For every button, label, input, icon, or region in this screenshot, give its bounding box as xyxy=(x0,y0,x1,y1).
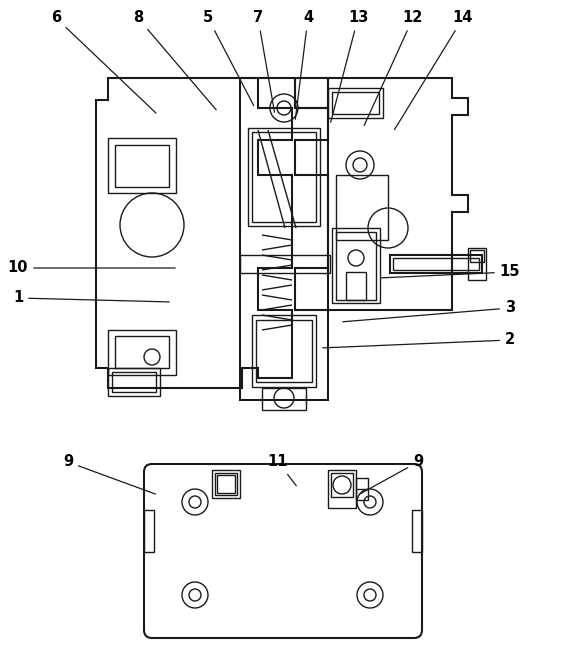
Bar xyxy=(108,330,176,375)
Text: 8: 8 xyxy=(133,11,216,110)
Bar xyxy=(328,470,356,508)
Bar xyxy=(470,250,484,262)
Bar xyxy=(240,78,328,400)
Text: 13: 13 xyxy=(331,11,368,122)
Bar xyxy=(390,255,482,273)
Bar xyxy=(108,368,160,396)
Bar xyxy=(240,255,330,273)
Bar xyxy=(144,510,154,552)
Bar xyxy=(112,372,156,392)
Bar xyxy=(331,473,353,497)
Bar xyxy=(336,232,376,300)
Bar xyxy=(252,132,316,222)
Bar xyxy=(262,388,306,410)
Bar xyxy=(332,92,379,114)
Bar xyxy=(346,272,366,300)
Bar xyxy=(108,138,176,193)
Bar xyxy=(393,258,479,270)
Bar xyxy=(356,478,368,500)
Bar xyxy=(215,473,237,495)
Text: 6: 6 xyxy=(51,11,156,113)
Bar xyxy=(336,175,388,240)
Bar xyxy=(256,320,312,382)
Bar xyxy=(248,128,320,226)
Text: 11: 11 xyxy=(268,455,296,486)
Text: 2: 2 xyxy=(323,332,515,348)
Text: 12: 12 xyxy=(364,11,423,126)
Text: 9: 9 xyxy=(361,455,423,494)
Text: 9: 9 xyxy=(63,455,155,494)
Bar xyxy=(217,475,235,493)
Text: 15: 15 xyxy=(381,265,520,280)
Text: 10: 10 xyxy=(7,261,175,276)
Text: 4: 4 xyxy=(296,11,313,119)
Bar xyxy=(412,510,422,552)
Text: 5: 5 xyxy=(203,11,254,105)
Bar xyxy=(115,336,169,368)
Text: 1: 1 xyxy=(13,290,169,305)
Bar xyxy=(212,470,240,498)
Bar xyxy=(332,228,380,303)
Bar xyxy=(468,248,486,280)
Bar xyxy=(115,145,169,187)
Text: 3: 3 xyxy=(343,301,515,322)
Bar xyxy=(328,88,383,118)
Bar xyxy=(252,315,316,387)
Text: 7: 7 xyxy=(253,11,274,113)
Text: 14: 14 xyxy=(394,11,473,130)
